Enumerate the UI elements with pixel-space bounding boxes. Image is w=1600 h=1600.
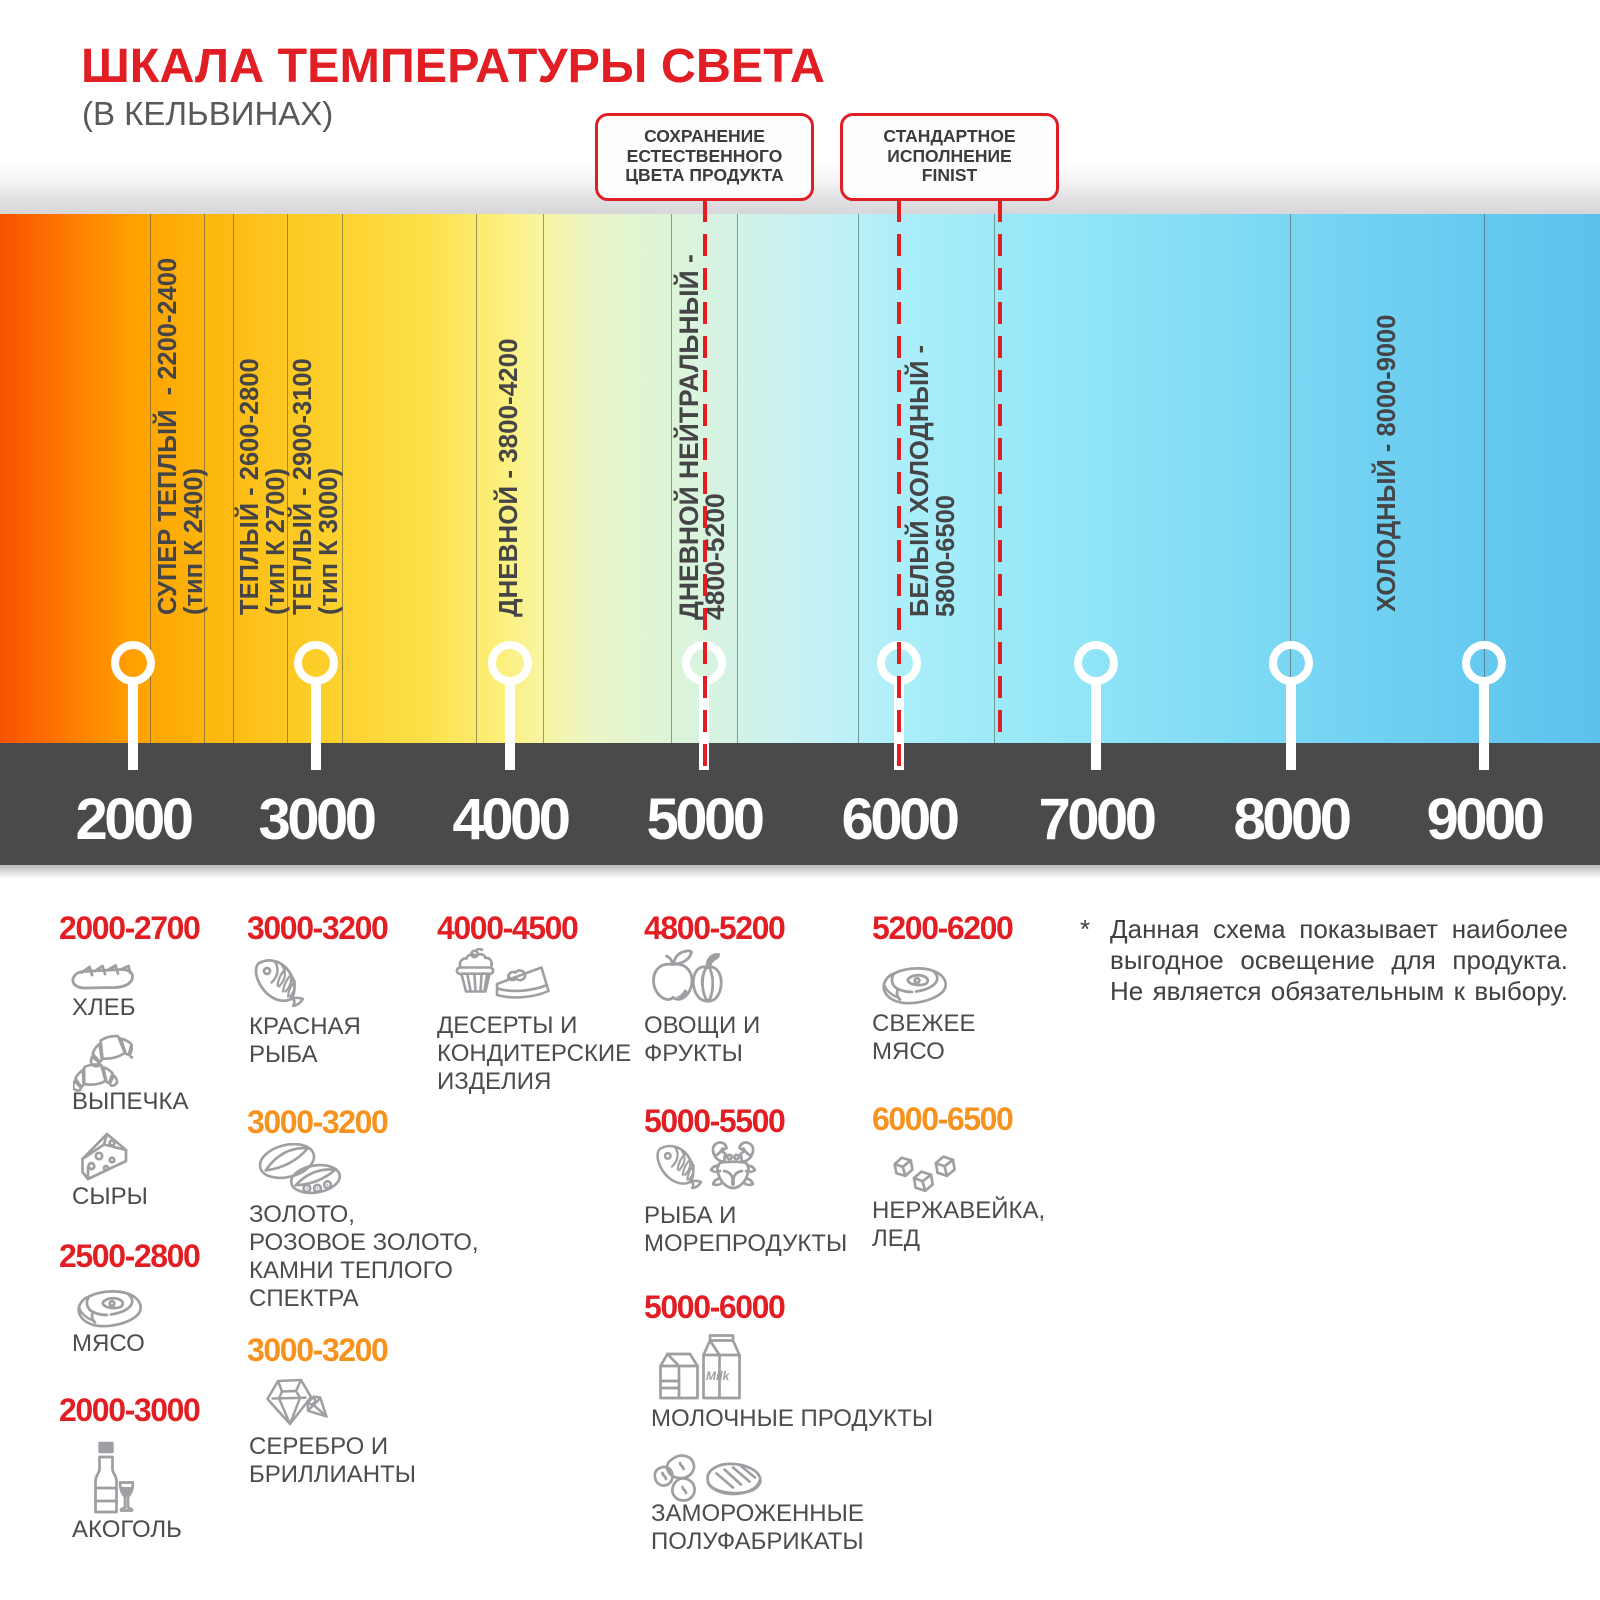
svg-text:Milk: Milk: [706, 1369, 731, 1383]
